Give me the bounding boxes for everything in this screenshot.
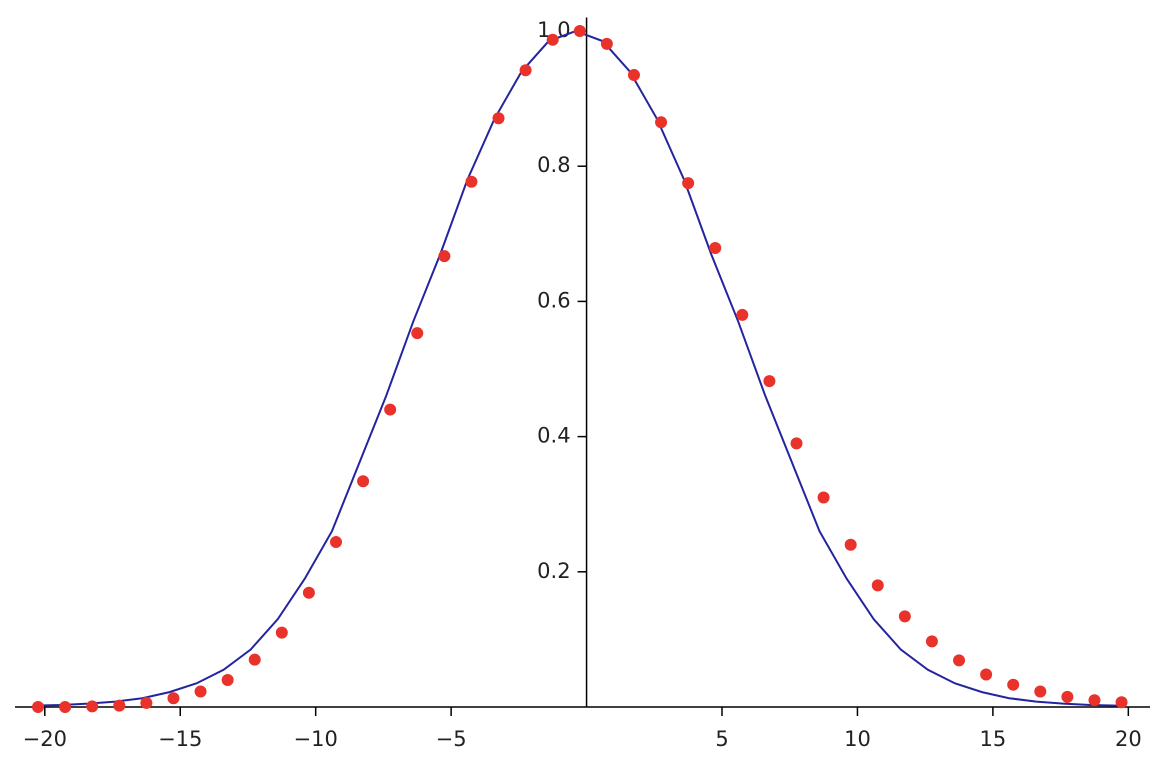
curve	[33, 29, 1118, 707]
x-tick-label: 5	[715, 727, 728, 751]
data-point	[655, 116, 668, 129]
data-point	[357, 475, 370, 488]
data-point	[32, 701, 45, 713]
data-point	[844, 538, 857, 551]
data-point	[248, 653, 261, 666]
data-point	[167, 692, 180, 705]
data-point	[113, 699, 126, 712]
data-point	[817, 491, 830, 504]
x-tick-label: −15	[158, 727, 202, 751]
data-point	[1115, 696, 1128, 709]
data-point	[221, 673, 234, 686]
y-tick-label: 0.4	[537, 424, 570, 448]
data-point	[438, 250, 451, 263]
data-point	[736, 308, 749, 321]
data-point	[519, 64, 532, 77]
y-tick-label: 0.6	[537, 288, 570, 312]
x-tick-label: −10	[294, 727, 338, 751]
data-point	[1007, 678, 1020, 691]
data-point	[1061, 690, 1074, 703]
data-point	[194, 685, 207, 698]
data-point	[546, 33, 559, 46]
data-point	[682, 177, 695, 190]
x-tick-label: 20	[1115, 727, 1142, 751]
data-point	[953, 654, 966, 667]
y-tick-label: 0.8	[537, 153, 570, 177]
data-point	[763, 375, 776, 388]
data-point	[790, 437, 803, 450]
data-point	[980, 668, 993, 681]
data-point	[925, 635, 938, 648]
data-point	[600, 37, 613, 50]
data-point	[1088, 694, 1101, 707]
data-point	[627, 68, 640, 81]
data-point	[492, 112, 505, 125]
data-point	[465, 175, 478, 188]
data-point	[59, 701, 72, 713]
data-point	[1034, 685, 1047, 698]
data-point	[384, 403, 397, 416]
x-tick-label: 15	[980, 727, 1007, 751]
data-point	[302, 586, 315, 599]
data-point	[275, 626, 288, 639]
data-point	[86, 700, 99, 713]
data-point	[871, 579, 884, 592]
data-point	[898, 610, 911, 623]
data-point	[140, 696, 153, 709]
data-point	[329, 536, 342, 549]
data-point	[411, 327, 424, 340]
y-tick-label: 0.2	[537, 559, 570, 583]
data-point	[573, 25, 586, 38]
x-tick-label: 10	[844, 727, 871, 751]
data-point	[709, 242, 722, 255]
x-tick-label: −5	[436, 727, 467, 751]
x-tick-label: −20	[23, 727, 67, 751]
